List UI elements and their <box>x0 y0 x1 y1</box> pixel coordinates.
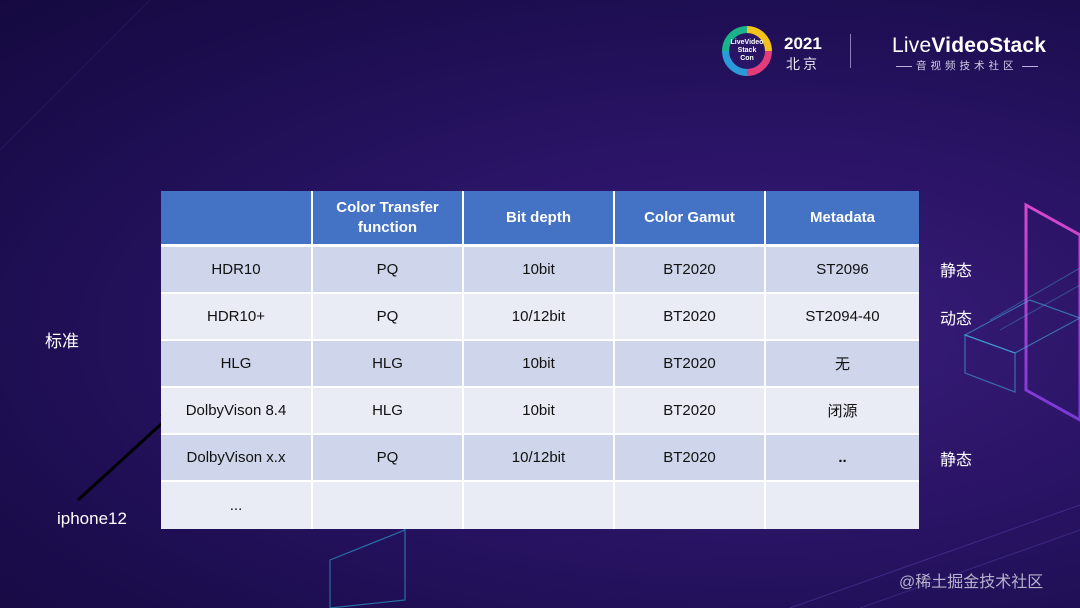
table-cell: BT2020 <box>615 388 766 435</box>
table-row: HDR10+ PQ 10/12bit BT2020 ST2094-40 <box>161 294 919 341</box>
table-cell: HLG <box>161 341 313 388</box>
table-cell: 10bit <box>464 388 615 435</box>
header-divider <box>850 34 851 68</box>
logo-text-line1: LiveVideo <box>730 39 764 46</box>
table-cell: BT2020 <box>615 247 766 294</box>
table-cell: PQ <box>313 294 464 341</box>
table-cell: BT2020 <box>615 294 766 341</box>
table-cell: ST2096 <box>766 247 919 294</box>
event-year: 2021 <box>784 34 822 53</box>
table-cell: BT2020 <box>615 435 766 482</box>
table-cell: PQ <box>313 435 464 482</box>
table-cell: 10/12bit <box>464 435 615 482</box>
pointer-arrow <box>76 414 172 502</box>
iphone12-label: iphone12 <box>57 509 127 528</box>
table-row: HLG HLG 10bit BT2020 无 <box>161 341 919 388</box>
column-header-color-gamut: Color Gamut <box>615 191 766 247</box>
table-row: DolbyVison 8.4 HLG 10bit BT2020 闭源 <box>161 388 919 435</box>
table-row: ... <box>161 482 919 529</box>
table-cell: 10bit <box>464 247 615 294</box>
table-cell <box>464 482 615 529</box>
table-cell: BT2020 <box>615 341 766 388</box>
table-cell: HLG <box>313 341 464 388</box>
table-cell: 无 <box>766 341 919 388</box>
table-cell: ... <box>161 482 313 529</box>
table-cell: PQ <box>313 247 464 294</box>
table-cell: ST2094-40 <box>766 294 919 341</box>
column-header-bit-depth: Bit depth <box>464 191 615 247</box>
table-cell: DolbyVison 8.4 <box>161 388 313 435</box>
table-cell <box>766 482 919 529</box>
metadata-type-label-dynamic: 动态 <box>940 311 973 328</box>
brand-main: VideoStack <box>931 34 1047 57</box>
metadata-type-label-static: 静态 <box>940 263 973 280</box>
table-cell: .. <box>766 435 919 482</box>
table-cell: HDR10 <box>161 247 313 294</box>
table-row: DolbyVison x.x PQ 10/12bit BT2020 .. <box>161 435 919 482</box>
table-cell: 10/12bit <box>464 294 615 341</box>
brand-subtitle: 音视频技术社区 <box>892 58 1042 73</box>
table-cell <box>615 482 766 529</box>
table-cell: 闭源 <box>766 388 919 435</box>
brand-prefix: Live <box>892 34 932 57</box>
table-cell <box>313 482 464 529</box>
table-cell: DolbyVison x.x <box>161 435 313 482</box>
metadata-type-label-static-2: 静态 <box>940 452 973 469</box>
column-header-metadata: Metadata <box>766 191 919 247</box>
brand-logo: LiveVideoStack <box>892 34 1046 58</box>
table-cell: HDR10+ <box>161 294 313 341</box>
table-row: HDR10 PQ 10bit BT2020 ST2096 <box>161 247 919 294</box>
standard-label: 标准 <box>45 332 79 351</box>
logo-text-line3: Con <box>740 55 754 62</box>
table-header-row: Color Transfer function Bit depth Color … <box>161 191 919 247</box>
logo-text-line2: Stack <box>737 47 757 54</box>
table-cell: HLG <box>313 388 464 435</box>
watermark: @稀土掘金技术社区 <box>899 574 1044 591</box>
column-header-transfer-function: Color Transfer function <box>313 191 464 247</box>
hdr-standards-table: Color Transfer function Bit depth Color … <box>161 191 919 529</box>
column-header-format <box>161 191 313 247</box>
event-city: 北京 <box>786 56 820 72</box>
livevideostackcon-logo: LiveVideo Stack Con <box>722 26 772 76</box>
table-cell: 10bit <box>464 341 615 388</box>
